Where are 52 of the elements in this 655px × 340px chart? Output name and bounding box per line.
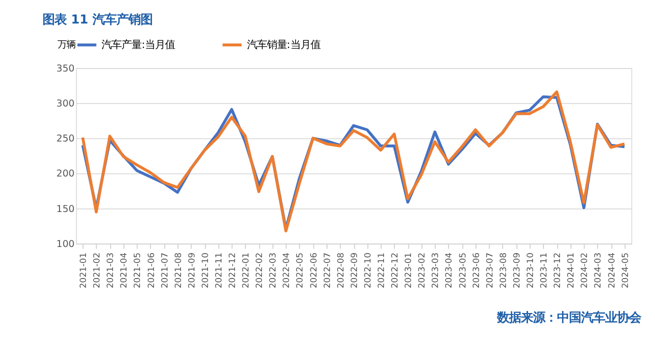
- x-tick-label: 2021-07: [160, 252, 170, 288]
- x-tick-label: 2022-08: [336, 252, 346, 288]
- x-tick-label: 2021-04: [120, 252, 130, 288]
- x-tick-label: 2022-10: [363, 252, 374, 288]
- x-tick-label: 2021-12: [228, 252, 238, 288]
- legend-label: 汽车销量:当月值: [246, 38, 320, 51]
- x-tick-label: 2022-11: [377, 252, 388, 288]
- x-tick-label: 2023-01: [404, 252, 414, 288]
- y-tick-label: 250: [56, 134, 75, 145]
- source-note: 数据来源：中国汽车业协会: [496, 310, 642, 324]
- y-axis-title: 万辆: [57, 40, 76, 51]
- x-tick-label: 2023-04: [444, 252, 455, 288]
- x-tick-label: 2023-10: [526, 252, 536, 288]
- x-tick-label: 2021-06: [146, 252, 157, 288]
- x-tick-label: 2023-06: [472, 252, 482, 288]
- x-tick-label: 2023-05: [458, 252, 468, 288]
- x-tick-label: 2021-08: [174, 252, 184, 288]
- x-tick-label: 2021-10: [200, 252, 211, 288]
- y-tick-label: 350: [56, 63, 75, 74]
- x-tick-label: 2021-11: [214, 252, 224, 288]
- x-tick-label: 2024-01: [566, 252, 577, 288]
- x-tick-label: 2022-07: [322, 252, 333, 288]
- chart-title: 图表 11 汽车产销图: [42, 12, 152, 26]
- x-tick-label: 2023-08: [498, 252, 509, 288]
- x-tick-label: 2023-11: [540, 252, 550, 288]
- x-tick-label: 2022-06: [309, 252, 320, 288]
- x-tick-label: 2024-04: [607, 252, 618, 288]
- y-tick-label: 100: [56, 238, 75, 250]
- x-tick-label: 2022-02: [255, 252, 266, 288]
- y-tick-label: 200: [56, 168, 75, 180]
- x-tick-label: 2024-05: [620, 252, 631, 288]
- x-tick-label: 2023-02: [418, 252, 428, 288]
- x-tick-label: 2022-04: [282, 252, 292, 288]
- x-tick-label: 2023-09: [512, 252, 522, 288]
- x-tick-label: 2023-07: [485, 252, 496, 288]
- y-tick-label: 300: [56, 98, 75, 110]
- x-tick-label: 2021-03: [106, 252, 116, 288]
- x-tick-label: 2022-01: [242, 252, 252, 288]
- x-tick-label: 2021-02: [92, 252, 103, 288]
- x-tick-label: 2022-03: [268, 252, 279, 288]
- y-tick-label: 150: [56, 204, 75, 215]
- x-tick-label: 2022-05: [296, 252, 306, 288]
- x-tick-label: 2022-12: [390, 252, 401, 288]
- x-tick-label: 2024-03: [594, 252, 604, 288]
- legend-label: 汽车产量:当月值: [102, 38, 176, 51]
- x-tick-label: 2023-12: [553, 252, 564, 288]
- x-tick-label: 2021-05: [133, 252, 144, 288]
- x-tick-label: 2023-03: [431, 252, 442, 288]
- x-tick-label: 2024-02: [580, 252, 590, 288]
- x-tick-label: 2022-09: [350, 252, 360, 288]
- x-tick-label: 2021-09: [187, 252, 198, 288]
- x-tick-label: 2021-01: [79, 252, 90, 288]
